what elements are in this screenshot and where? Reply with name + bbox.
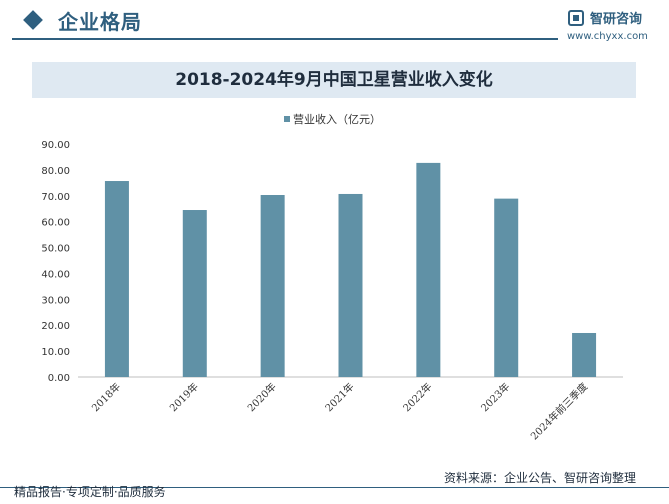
logo-url: www.chyxx.com xyxy=(567,31,648,42)
y-tick-label: 80.00 xyxy=(41,166,70,177)
legend-swatch xyxy=(284,116,290,122)
footer-slogan: 精品报告·专项定制·品质服务 xyxy=(14,485,166,499)
bar xyxy=(260,195,285,377)
y-tick-label: 90.00 xyxy=(41,140,70,151)
source-note: 资料来源：企业公告、智研咨询整理 xyxy=(444,471,637,485)
bar xyxy=(338,193,363,377)
brand-logo: 智研咨询 xyxy=(568,8,642,27)
bar xyxy=(494,198,519,377)
y-tick-label: 50.00 xyxy=(41,244,70,255)
x-tick-label: 2018年 xyxy=(89,380,123,414)
chart-legend: 营业收入（亿元） xyxy=(284,111,381,127)
legend-label: 营业收入（亿元） xyxy=(293,113,381,126)
x-tick-label: 2021年 xyxy=(322,380,356,414)
x-tick-label: 2019年 xyxy=(167,380,201,414)
footer-divider xyxy=(0,487,669,488)
y-tick-label: 40.00 xyxy=(41,269,70,280)
logo-text: 智研咨询 xyxy=(590,12,643,27)
chart-title: 2018-2024年9月中国卫星营业收入变化 xyxy=(175,70,493,90)
x-tick-label: 2020年 xyxy=(245,380,279,414)
section-header: 企业格局 智研咨询 www.chyxx.com xyxy=(0,0,669,44)
y-tick-label: 10.00 xyxy=(41,347,70,358)
logo-icon xyxy=(568,9,584,26)
y-tick-label: 60.00 xyxy=(41,218,70,229)
x-tick-label: 2024年前三季度 xyxy=(528,380,591,443)
y-tick-label: 70.00 xyxy=(41,192,70,203)
section-title: 企业格局 xyxy=(58,10,142,34)
y-tick-label: 30.00 xyxy=(41,295,70,306)
y-tick-label: 0.00 xyxy=(48,373,70,384)
bar xyxy=(104,181,129,377)
y-tick-label: 20.00 xyxy=(41,321,70,332)
bar xyxy=(572,332,597,377)
bar xyxy=(182,210,207,377)
x-tick-label: 2022年 xyxy=(400,380,434,414)
chart-title-band: 2018-2024年9月中国卫星营业收入变化 xyxy=(32,62,636,98)
x-tick-label: 2023年 xyxy=(478,380,512,414)
header-divider xyxy=(12,38,558,40)
bar xyxy=(416,162,441,377)
